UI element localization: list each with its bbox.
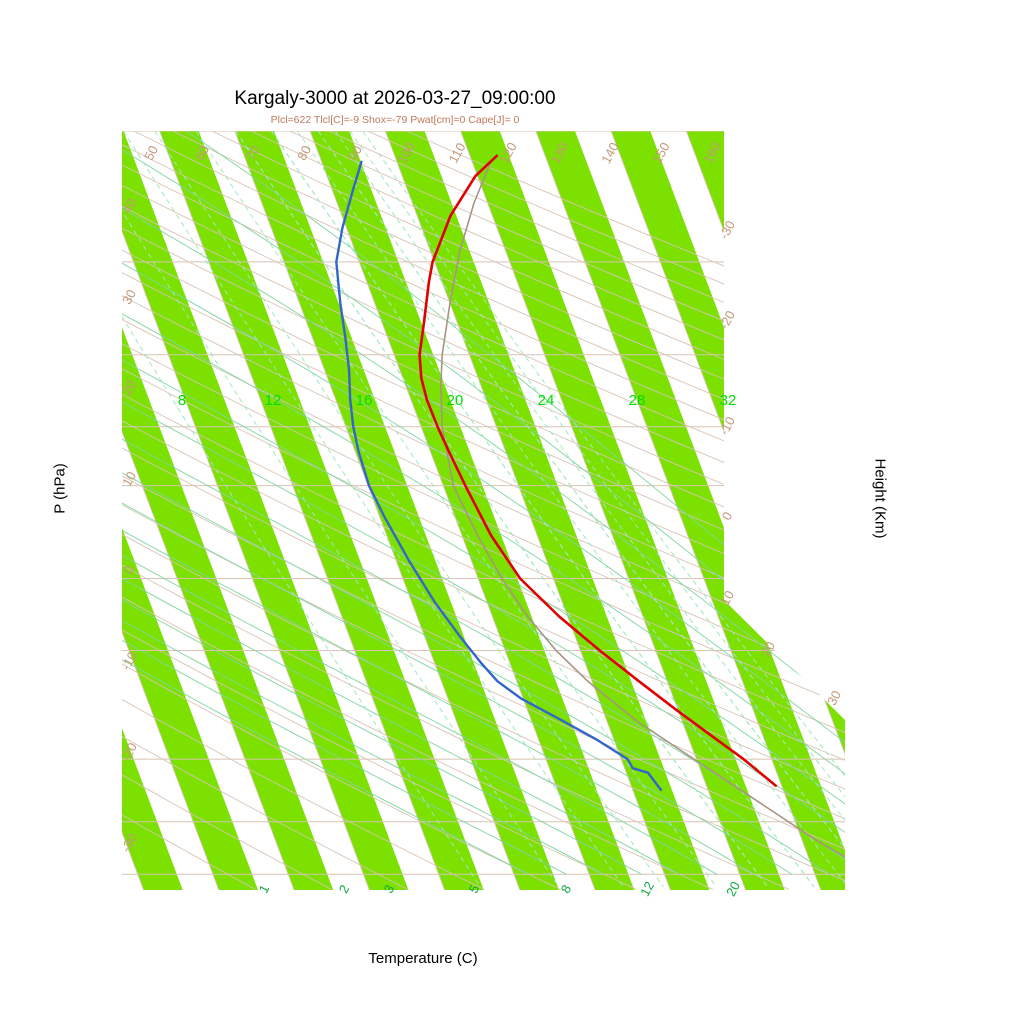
page-title: Kargaly-3000 at 2026-03-27_09:00:00 (234, 88, 556, 109)
isotherm-label-left: 20 (119, 378, 139, 398)
isotherm-label-left: 40 (119, 196, 139, 216)
mixing-ratio-label-top: 16 (356, 392, 373, 409)
isotherm-label-right: 10 (717, 588, 737, 608)
dry-adiabat-label: 70 (243, 143, 263, 163)
skewt-grid-area (122, 131, 845, 890)
dry-adiabat-label: 90 (345, 143, 365, 163)
dry-adiabat-label: 80 (294, 143, 314, 163)
isotherm-label-right: 20 (758, 639, 778, 659)
dry-adiabat-label: 60 (192, 143, 212, 163)
mixing-ratio-label-top: 28 (629, 392, 646, 409)
dry-adiabat-lines (122, 131, 845, 890)
mixing-ratio-label-top: 12 (265, 392, 282, 409)
mixing-ratio-label-bottom: 20 (723, 879, 743, 899)
mixing-ratio-label-top: 8 (178, 392, 186, 409)
isotherm-label-right: 30 (824, 688, 844, 708)
mixing-ratio-lines (122, 131, 845, 888)
sounding-indices-subtitle: Plcl=622 Tlcl[C]=-9 Shox=-79 Pwat[cm]=0 … (270, 114, 520, 126)
isotherm-label-left: 10 (119, 469, 139, 489)
parcel-trajectory-curve (440, 161, 845, 876)
x-axis-label: Temperature (C) (368, 950, 478, 967)
mixing-ratio-label-top: 32 (720, 392, 737, 409)
mixing-ratio-label-top: 24 (538, 392, 555, 409)
temperature-curve (418, 154, 778, 787)
mixing-ratio-label-top: 20 (447, 392, 464, 409)
mixing-ratio-label-bottom: 12 (637, 879, 657, 899)
dewpoint-curve (335, 160, 663, 792)
dry-adiabat-label: 50 (141, 143, 161, 163)
isotherm-label-left: 30 (119, 287, 139, 307)
